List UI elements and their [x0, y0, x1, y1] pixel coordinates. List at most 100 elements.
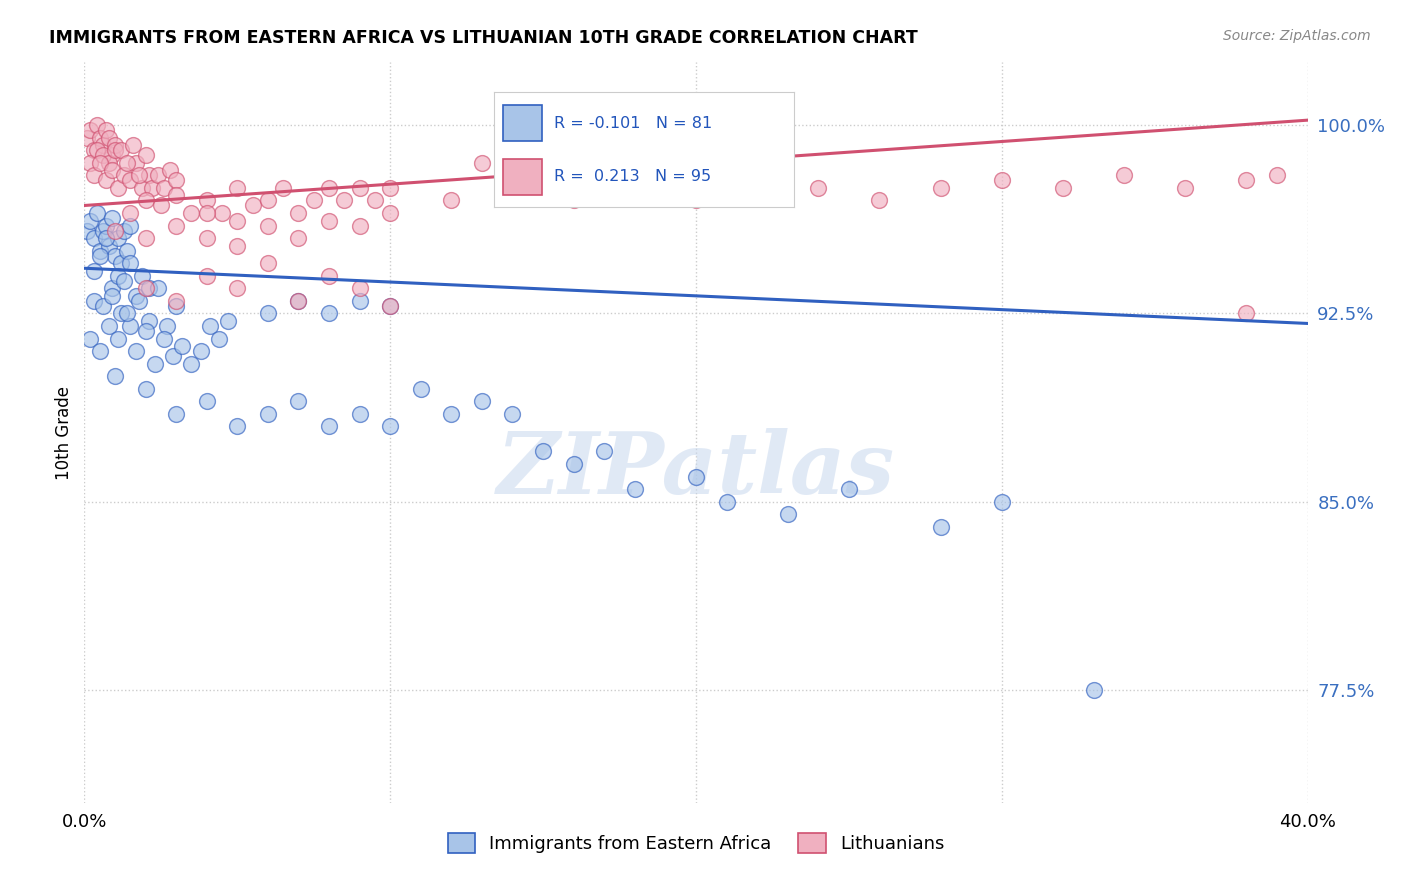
Point: [471, 394, 494, 409]
Point: [83, 264, 105, 278]
Point: [190, 344, 212, 359]
Point: [97, 238, 120, 252]
Point: [318, 306, 340, 320]
Point: [89, 344, 111, 359]
Point: [195, 194, 218, 208]
Point: [79, 123, 101, 137]
Point: [91, 148, 114, 162]
Point: [380, 181, 402, 195]
Point: [349, 181, 371, 195]
Point: [89, 156, 111, 170]
Point: [107, 331, 129, 345]
Point: [1236, 173, 1258, 187]
Point: [165, 188, 187, 202]
Point: [287, 394, 309, 409]
Point: [135, 324, 157, 338]
Point: [440, 194, 463, 208]
Point: [76, 130, 98, 145]
Point: [135, 194, 157, 208]
Point: [349, 293, 371, 308]
Point: [94, 231, 117, 245]
Point: [159, 163, 181, 178]
Point: [89, 130, 111, 145]
Point: [97, 156, 120, 170]
Point: [257, 306, 280, 320]
Point: [226, 419, 249, 434]
Point: [195, 394, 218, 409]
Y-axis label: 10th Grade: 10th Grade: [55, 385, 73, 480]
Point: [807, 181, 830, 195]
Point: [112, 169, 135, 183]
Point: [409, 382, 432, 396]
Point: [83, 293, 105, 308]
Point: [991, 494, 1014, 508]
Point: [716, 156, 738, 170]
Point: [131, 181, 153, 195]
Point: [165, 219, 187, 233]
Point: [107, 231, 129, 245]
Point: [97, 318, 120, 333]
Point: [195, 231, 218, 245]
Point: [1174, 181, 1197, 195]
Point: [380, 419, 402, 434]
Point: [180, 357, 202, 371]
Point: [135, 281, 157, 295]
Point: [624, 482, 647, 496]
Point: [562, 457, 585, 471]
Point: [380, 299, 402, 313]
Point: [929, 181, 952, 195]
Point: [104, 224, 127, 238]
Point: [120, 256, 142, 270]
Point: [120, 318, 142, 333]
Point: [349, 219, 371, 233]
Point: [138, 281, 160, 295]
Point: [131, 268, 153, 283]
Point: [107, 181, 129, 195]
Point: [287, 231, 309, 245]
Point: [89, 244, 111, 258]
Point: [1265, 169, 1288, 183]
Text: ZIPatlas: ZIPatlas: [496, 428, 896, 511]
Point: [257, 219, 280, 233]
Point: [593, 156, 616, 170]
Point: [115, 306, 138, 320]
Point: [226, 213, 249, 227]
Point: [257, 194, 280, 208]
Point: [112, 224, 135, 238]
Point: [120, 173, 142, 187]
Point: [138, 169, 160, 183]
Point: [135, 148, 157, 162]
Point: [104, 143, 127, 157]
Point: [125, 156, 148, 170]
Point: [1083, 682, 1105, 697]
Point: [86, 143, 108, 157]
Point: [79, 331, 101, 345]
Point: [211, 206, 233, 220]
Point: [531, 444, 554, 458]
Point: [135, 231, 157, 245]
Point: [104, 249, 127, 263]
Point: [380, 206, 402, 220]
Point: [120, 206, 142, 220]
Point: [349, 407, 371, 421]
Point: [120, 219, 142, 233]
Point: [97, 130, 120, 145]
Point: [287, 206, 309, 220]
Point: [364, 194, 387, 208]
Point: [104, 369, 127, 384]
Point: [110, 306, 132, 320]
Point: [165, 407, 187, 421]
Point: [165, 173, 187, 187]
Point: [226, 238, 249, 252]
Point: [180, 206, 202, 220]
Point: [929, 520, 952, 534]
Point: [125, 289, 148, 303]
Point: [1052, 181, 1074, 195]
Point: [531, 169, 554, 183]
Point: [91, 138, 114, 153]
Point: [562, 194, 585, 208]
Point: [287, 293, 309, 308]
Point: [146, 281, 169, 295]
Point: [91, 299, 114, 313]
Point: [83, 169, 105, 183]
